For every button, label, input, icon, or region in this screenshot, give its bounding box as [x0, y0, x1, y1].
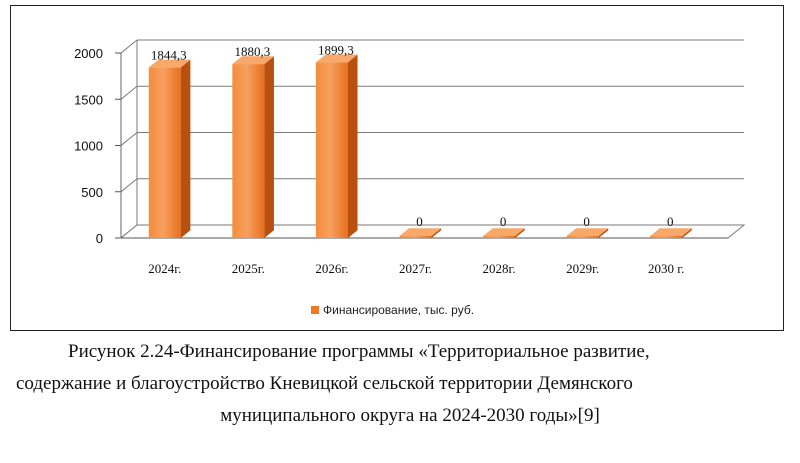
bar-layer	[148, 54, 692, 239]
bar-front	[399, 236, 432, 238]
y-tick-label: 1500	[74, 92, 103, 107]
grid-layer	[120, 39, 744, 239]
x-tick-label: 2030 г.	[648, 261, 684, 276]
bar-top	[566, 228, 609, 236]
figure-caption: Рисунок 2.24-Финансирование программы «Т…	[0, 336, 800, 432]
data-label: 0	[667, 214, 674, 229]
bar	[483, 228, 525, 238]
data-label: 0	[500, 214, 507, 229]
bar-chart: 0 500 1000 1500 2000 1844,3 2024г. 1880,3 2025г…	[74, 39, 746, 317]
bar-side	[682, 228, 692, 238]
bar-side	[431, 228, 442, 238]
bar-front	[650, 236, 683, 238]
data-label: 0	[583, 214, 590, 229]
data-label: 0	[416, 214, 423, 229]
gridline-depth	[120, 132, 138, 146]
data-label: 1899,3	[318, 42, 354, 57]
bar-top	[483, 228, 525, 236]
bar-top	[399, 228, 442, 236]
bar	[566, 228, 609, 238]
bar-side	[515, 228, 525, 238]
y-tick-label: 1000	[74, 139, 103, 154]
x-tick-label: 2024г.	[148, 261, 181, 276]
bar	[232, 56, 274, 239]
bar-side	[180, 59, 191, 238]
caption-line-3: муниципального округа на 2024-2030 годы»…	[220, 405, 600, 426]
y-tick-label: 500	[81, 185, 103, 200]
bar-front	[232, 64, 265, 238]
x-tick-label: 2027г.	[399, 261, 432, 276]
bar	[650, 228, 692, 238]
chart-frame: 0 500 1000 1500 2000 1844,3 2024г. 1880,3 2025г…	[10, 5, 784, 331]
bar-top	[650, 228, 692, 236]
caption-line-2: содержание и благоустройство Кневицкой с…	[16, 373, 633, 394]
legend: Финансирование, тыс. руб.	[311, 303, 474, 317]
bar-front	[483, 236, 516, 238]
bar	[148, 59, 191, 238]
bar	[399, 228, 442, 238]
gridline-depth	[120, 178, 138, 193]
y-tick-label: 0	[96, 231, 103, 246]
x-tick-label: 2029г.	[566, 261, 599, 276]
gridline-depth	[120, 85, 138, 100]
bar-top	[148, 59, 191, 68]
bar-top	[232, 56, 274, 65]
legend-label: Финансирование, тыс. руб.	[323, 303, 474, 317]
bar-side	[347, 54, 358, 238]
caption-line-1: Рисунок 2.24-Финансирование программы «Т…	[68, 341, 650, 362]
x-tick-label: 2026г.	[315, 261, 348, 276]
bar-side	[598, 228, 609, 238]
bar	[315, 54, 358, 238]
bar-front	[315, 62, 348, 238]
gridline-depth	[120, 39, 138, 54]
legend-swatch	[311, 306, 319, 314]
bar-front	[566, 236, 599, 238]
bar-top	[315, 54, 358, 63]
data-label: 1844,3	[151, 47, 187, 62]
y-tick-label: 2000	[74, 46, 103, 61]
x-tick-label: 2025г.	[232, 261, 265, 276]
x-tick-label: 2028г.	[483, 261, 516, 276]
bar-front	[148, 67, 181, 238]
data-label: 1880,3	[234, 44, 270, 59]
bar-side	[264, 56, 274, 239]
label-layer: 1844,3 2024г. 1880,3 2025г. 1899,3 2026г. 0 202…	[148, 42, 684, 276]
